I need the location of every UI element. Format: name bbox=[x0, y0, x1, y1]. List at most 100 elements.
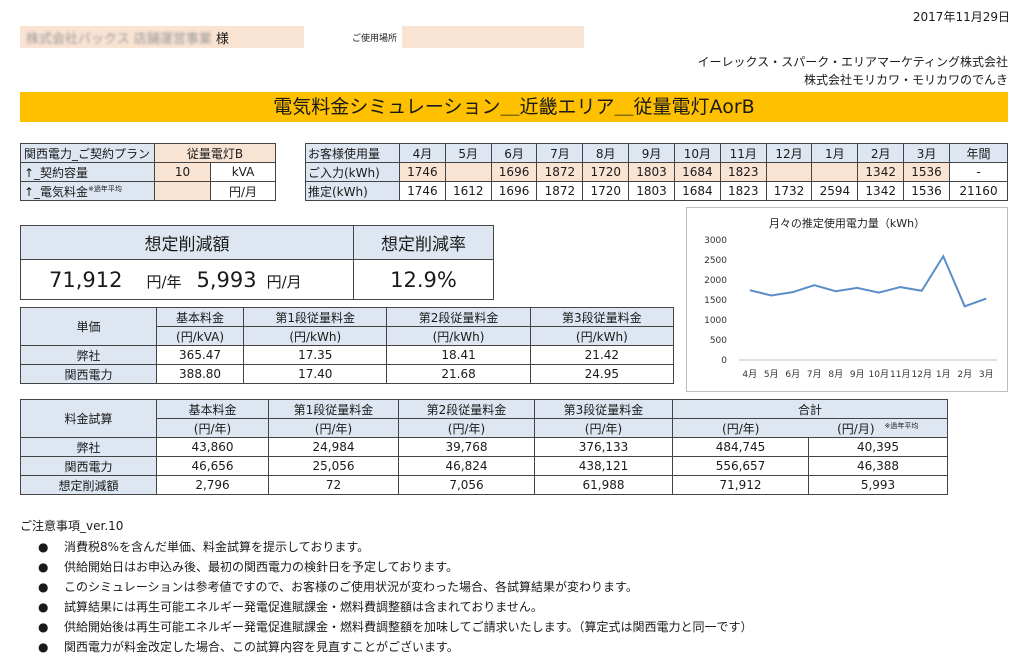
y-tick-label: 2500 bbox=[704, 256, 727, 266]
fee-total-unit-month: (円/月) bbox=[837, 421, 875, 436]
y-tick-label: 500 bbox=[710, 336, 727, 346]
fee-col-3-name: 第2段従量料金 bbox=[398, 399, 535, 419]
fee-label: ↑_電気料金 bbox=[24, 184, 89, 199]
capacity-unit: kVA bbox=[210, 162, 276, 182]
fee-col-1-name: 基本料金 bbox=[156, 399, 269, 419]
company-name-1: イーレックス・スパーク・エリアマーケティング株式会社 bbox=[697, 55, 1008, 69]
page-title: 電気料金シミュレーション＿近畿エリア＿従量電灯AorB bbox=[20, 92, 1008, 122]
usage-input-cell[interactable]: 1872 bbox=[536, 162, 584, 182]
notes-title: ご注意事項_ver.10 bbox=[20, 519, 124, 533]
unit-col-2-name: 第1段従量料金 bbox=[243, 307, 388, 327]
bullet-icon: ● bbox=[38, 620, 49, 634]
usage-month-header: 8月 bbox=[582, 143, 630, 163]
fee-row-label: 想定削減額 bbox=[20, 475, 157, 495]
fee-cell: 39,768 bbox=[398, 437, 535, 457]
y-tick-label: 3000 bbox=[704, 236, 727, 246]
fee-cell: 556,657 bbox=[672, 456, 809, 476]
bullet-icon: ● bbox=[38, 540, 49, 554]
usage-month-header: 12月 bbox=[765, 143, 813, 163]
usage-estimate-cell: 1823 bbox=[719, 181, 767, 201]
usage-estimate-cell: 1732 bbox=[765, 181, 813, 201]
usage-input-cell[interactable]: 1803 bbox=[628, 162, 675, 182]
fee-cell: 7,056 bbox=[398, 475, 535, 495]
y-tick-label: 1500 bbox=[704, 296, 727, 306]
usage-month-header: 4月 bbox=[399, 143, 446, 163]
usage-month-header: 5月 bbox=[444, 143, 492, 163]
fee-value bbox=[154, 181, 211, 201]
x-tick-label: 6月 bbox=[785, 369, 800, 380]
list-item: ● 消費税8%を含んだ単価、料金試算を提示しております。 bbox=[38, 537, 752, 557]
chart-title: 月々の推定使用電力量（kWh） bbox=[769, 216, 925, 230]
contract-plan-table: 関西電力_ご契約プラン 従量電灯B ↑_契約容量 10 kVA ↑_電気料金※過… bbox=[20, 143, 276, 201]
fee-cell: 376,133 bbox=[534, 437, 673, 457]
unit-price-table: 単価 基本料金 第1段従量料金 第2段従量料金 第3段従量料金 (円/kVA) … bbox=[20, 307, 675, 384]
x-tick-label: 1月 bbox=[936, 369, 951, 380]
usage-annual-header: 年間 bbox=[949, 143, 1008, 163]
x-tick-label: 12月 bbox=[912, 369, 932, 380]
usage-input-cell[interactable] bbox=[444, 162, 492, 182]
savings-monthly-unit: 円/月 bbox=[266, 272, 302, 291]
note-text: 供給開始日はお申込み後、最初の関西電力の検針日を予定しております。 bbox=[64, 560, 459, 574]
unit-col-3-unit: (円/kWh) bbox=[386, 326, 531, 346]
note-text: 供給開始後は再生可能エネルギー発電促進賦課金・燃料費調整額を加味してご請求いたし… bbox=[64, 620, 753, 634]
fee-cell: 40,395 bbox=[808, 437, 948, 457]
y-tick-label: 0 bbox=[721, 356, 727, 366]
fee-col-3-unit: (円/年) bbox=[398, 418, 535, 438]
savings-monthly: 5,993 円/月 bbox=[188, 259, 354, 300]
usage-estimate-cell: 1342 bbox=[857, 181, 905, 201]
usage-estimate-cell: 2594 bbox=[811, 181, 859, 201]
x-tick-label: 11月 bbox=[890, 369, 910, 380]
x-tick-label: 10月 bbox=[869, 369, 889, 380]
notes-list: ● 消費税8%を含んだ単価、料金試算を提示しております。 ● 供給開始日はお申込み後、… bbox=[20, 537, 752, 657]
usage-input-cell[interactable]: 1342 bbox=[857, 162, 905, 182]
usage-input-cell[interactable] bbox=[811, 162, 859, 182]
bullet-icon: ● bbox=[38, 580, 49, 594]
list-item: ● 供給開始日はお申込み後、最初の関西電力の検針日を予定しております。 bbox=[38, 557, 752, 577]
unit-cell: 365.47 bbox=[155, 345, 245, 365]
unit-col-1-name: 基本料金 bbox=[155, 307, 245, 327]
savings-monthly-value: 5,993 bbox=[196, 267, 257, 292]
usage-input-cell[interactable]: 1823 bbox=[719, 162, 767, 182]
usage-month-header: 2月 bbox=[857, 143, 905, 163]
usage-input-cell[interactable]: 1720 bbox=[582, 162, 630, 182]
unit-cell: 21.68 bbox=[386, 364, 531, 384]
fee-cell: 71,912 bbox=[672, 475, 809, 495]
fee-cell: 46,656 bbox=[156, 456, 269, 476]
y-tick-label: 1000 bbox=[704, 316, 727, 326]
usage-input-cell[interactable]: 1696 bbox=[490, 162, 538, 182]
unit-cell: 21.42 bbox=[529, 345, 675, 365]
usage-month-header: 1月 bbox=[811, 143, 859, 163]
unit-cell: 24.95 bbox=[529, 364, 675, 384]
usage-input-cell[interactable] bbox=[765, 162, 813, 182]
fee-cell: 438,121 bbox=[534, 456, 673, 476]
fee-cell: 2,796 bbox=[156, 475, 269, 495]
fee-cell: 46,824 bbox=[398, 456, 535, 476]
fee-trial-table: 料金試算 基本料金 第1段従量料金 第2段従量料金 第3段従量料金 合計 (円/… bbox=[20, 399, 948, 495]
usage-input-cell[interactable]: 1536 bbox=[903, 162, 950, 182]
table-row: 弊社 365.47 17.35 18.41 21.42 bbox=[20, 345, 675, 365]
fee-trial-label: 料金試算 bbox=[20, 399, 157, 438]
fee-col-4-name: 第3段従量料金 bbox=[534, 399, 673, 419]
fee-cell: 5,993 bbox=[808, 475, 948, 495]
usage-input-cell[interactable]: 1684 bbox=[673, 162, 721, 182]
usage-header-label: お客様使用量 bbox=[305, 143, 400, 163]
note-text: 関西電力が料金改定した場合、この試算内容を見直すことがございます。 bbox=[64, 640, 459, 654]
fee-cell: 72 bbox=[268, 475, 399, 495]
usage-input-cell[interactable]: 1746 bbox=[399, 162, 446, 182]
savings-rate-value: 12.9% bbox=[353, 259, 494, 300]
table-row: 想定削減額 2,796 72 7,056 61,988 71,912 5,993 bbox=[20, 475, 948, 495]
usage-estimate-label: 推定(kWh) bbox=[305, 181, 400, 201]
fee-col-2-name: 第1段従量料金 bbox=[268, 399, 399, 419]
usage-month-header: 9月 bbox=[628, 143, 675, 163]
x-tick-label: 3月 bbox=[979, 369, 994, 380]
savings-yearly-unit: 円/年 bbox=[146, 272, 182, 291]
fee-total-unit-month-cell: (円/月) ※過年平均 bbox=[808, 418, 948, 438]
usage-month-header: 11月 bbox=[719, 143, 767, 163]
fee-col-2-unit: (円/年) bbox=[268, 418, 399, 438]
plan-label: 関西電力_ご契約プラン bbox=[20, 143, 155, 163]
bullet-icon: ● bbox=[38, 600, 49, 614]
x-tick-label: 9月 bbox=[850, 369, 865, 380]
unit-col-1-unit: (円/kVA) bbox=[155, 326, 245, 346]
usage-input-annual: - bbox=[949, 162, 1008, 182]
document-date: 2017年11月29日 bbox=[912, 10, 1010, 24]
